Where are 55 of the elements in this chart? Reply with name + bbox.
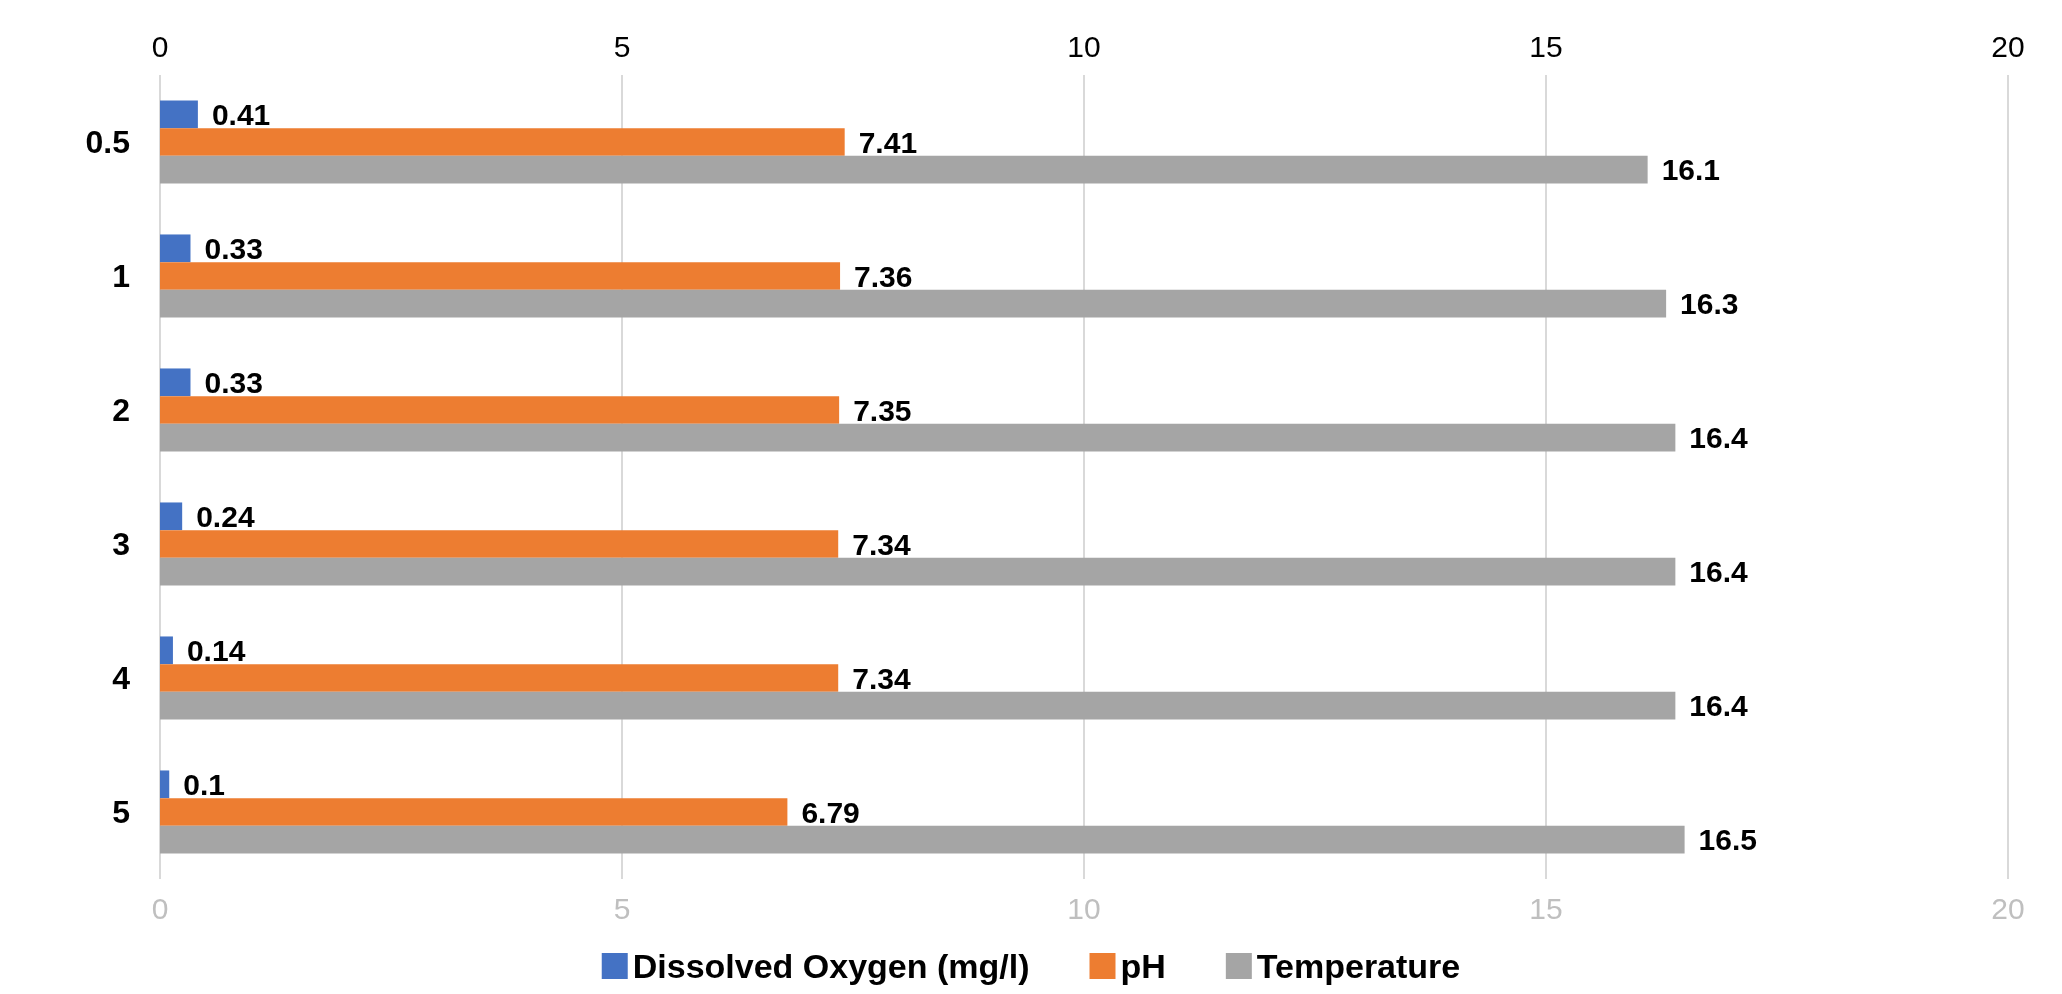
- legend-label: Temperature: [1256, 947, 1461, 985]
- x-tick-label: 15: [1529, 891, 1563, 925]
- bar: [160, 825, 1685, 854]
- bar: [160, 557, 1676, 586]
- y-tick-label: 2: [112, 392, 130, 428]
- data-label: 7.34: [852, 527, 911, 561]
- data-label: 16.4: [1689, 421, 1749, 455]
- x2-tick-label: 0: [151, 29, 169, 63]
- bar: [160, 798, 788, 826]
- y-tick-label: 5: [112, 794, 130, 830]
- bar: [160, 423, 1676, 452]
- data-label: 16.3: [1680, 287, 1739, 321]
- y-tick-label: 0.5: [85, 124, 130, 160]
- x2-tick-label: 20: [1991, 29, 2025, 63]
- data-label: 16.4: [1689, 689, 1749, 723]
- legend-label: Dissolved Oxygen (mg/l): [632, 947, 1030, 985]
- data-label: 0.24: [196, 499, 255, 533]
- data-label: 6.79: [801, 795, 860, 829]
- data-label: 0.33: [204, 365, 263, 399]
- bar: [160, 368, 191, 397]
- y-tick-label: 3: [112, 526, 130, 562]
- bar: [160, 502, 183, 531]
- x2-tick-label: 5: [613, 29, 631, 63]
- x-tick-label: 20: [1991, 891, 2025, 925]
- bar: [160, 530, 839, 558]
- bar: [160, 289, 1667, 318]
- x-tick-label: 10: [1067, 891, 1101, 925]
- data-label: 7.35: [853, 393, 912, 427]
- y-tick-label: 4: [112, 660, 131, 696]
- data-label: 0.1: [183, 767, 225, 801]
- y-tick-label: 1: [112, 258, 130, 294]
- data-label: 16.1: [1661, 153, 1721, 187]
- data-label: 0.14: [186, 633, 246, 667]
- bar: [160, 100, 198, 129]
- data-label: 16.5: [1698, 823, 1757, 857]
- data-label: 7.34: [852, 661, 911, 695]
- legend-label: pH: [1120, 947, 1166, 985]
- bar: [160, 770, 170, 799]
- x-tick-label: 5: [613, 891, 631, 925]
- data-label: 0.33: [204, 231, 263, 265]
- data-label: 7.36: [854, 259, 913, 293]
- x-tick-label: 0: [151, 891, 169, 925]
- x2-tick-label: 15: [1529, 29, 1563, 63]
- bar: [160, 664, 839, 692]
- bar: [160, 155, 1648, 184]
- x2-tick-label: 10: [1067, 29, 1101, 63]
- data-label: 16.4: [1689, 555, 1749, 589]
- bar: [160, 128, 845, 156]
- data-label: 0.41: [211, 97, 271, 131]
- bar: [160, 636, 173, 665]
- bar: [160, 234, 191, 263]
- bar: [160, 396, 840, 424]
- data-label: 7.41: [858, 125, 918, 159]
- bar: [160, 262, 841, 290]
- bar: [160, 691, 1676, 720]
